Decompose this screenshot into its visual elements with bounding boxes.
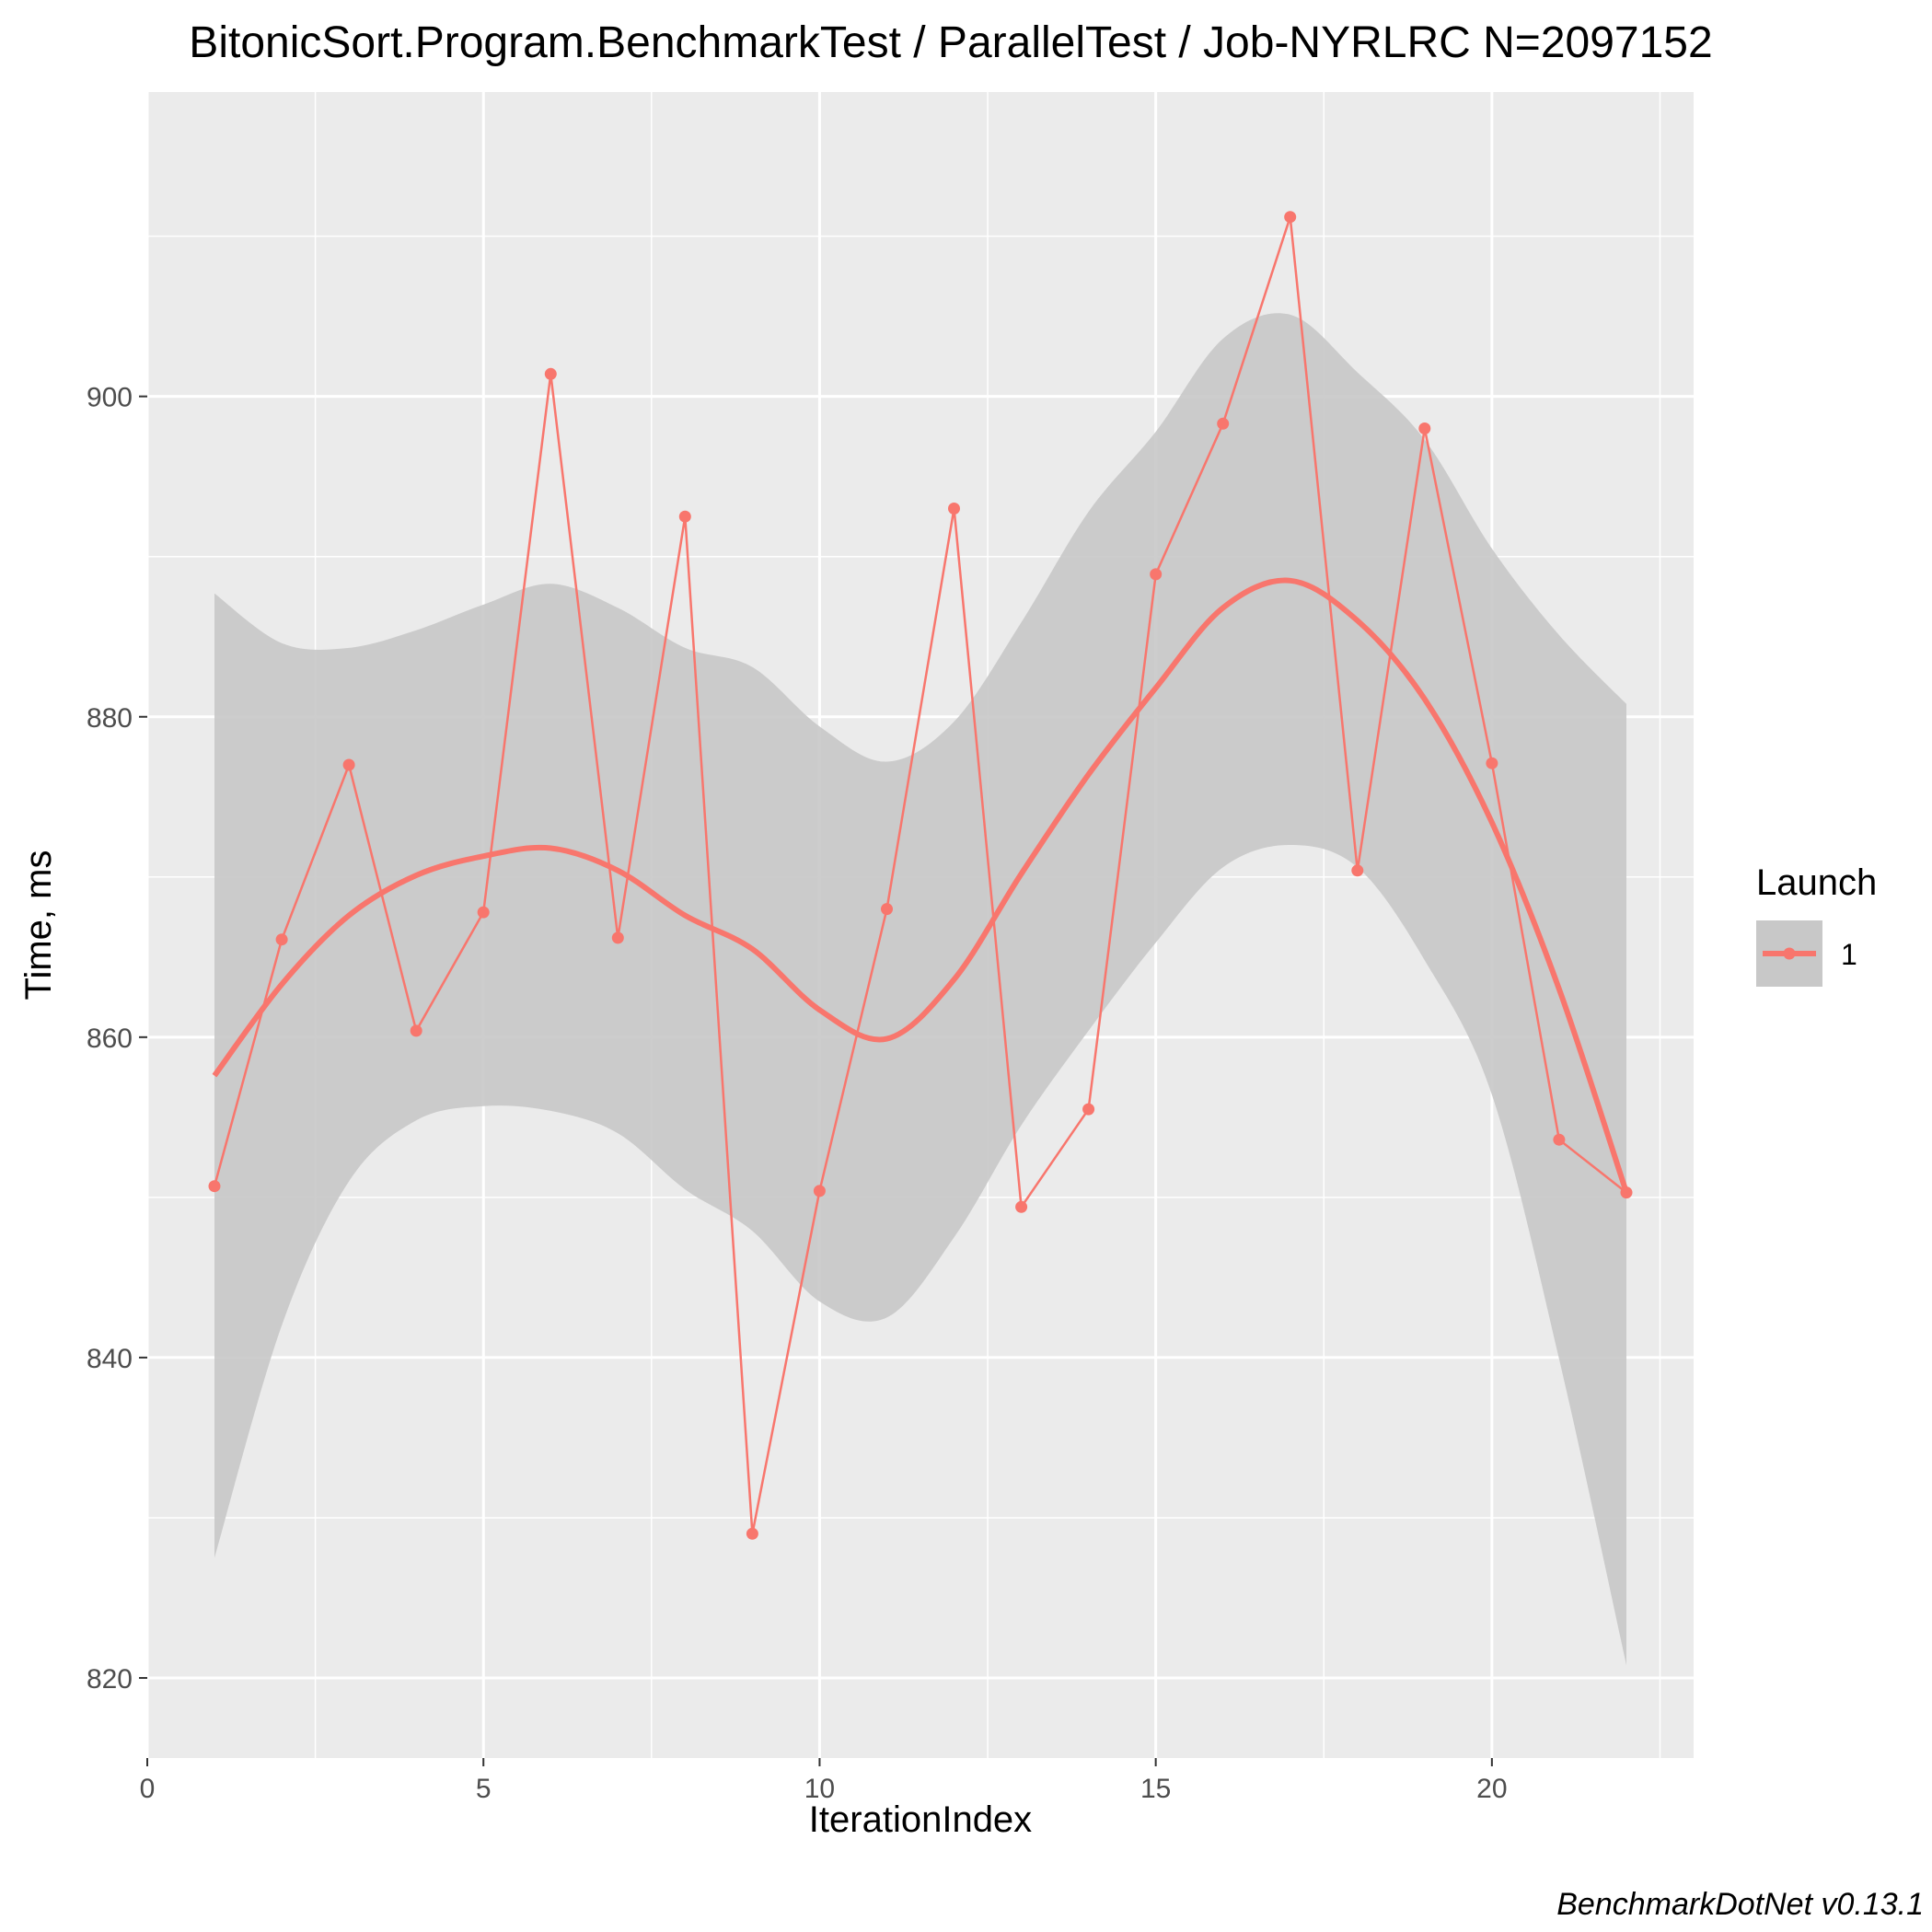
data-point <box>1486 757 1498 769</box>
data-point <box>544 367 557 380</box>
x-axis-title: IterationIndex <box>809 1799 1032 1840</box>
data-point <box>813 1185 826 1197</box>
data-point <box>678 510 691 523</box>
y-tick-label: 820 <box>87 1664 133 1695</box>
legend-title: Launch <box>1756 862 1877 903</box>
data-point <box>477 906 490 919</box>
legend-key-point <box>1783 947 1796 960</box>
x-tick-label: 0 <box>140 1774 156 1804</box>
caption: BenchmarkDotNet v0.13.1 <box>1556 1887 1924 1922</box>
data-point <box>275 933 288 946</box>
y-tick-label: 900 <box>87 383 133 413</box>
y-tick-label: 840 <box>87 1344 133 1374</box>
legend-label: 1 <box>1841 938 1857 971</box>
y-axis-title: Time, ms <box>18 850 59 1001</box>
x-tick-label: 5 <box>476 1774 492 1804</box>
data-point <box>1217 417 1230 430</box>
data-point <box>410 1024 422 1037</box>
data-point <box>208 1180 221 1193</box>
smooth-layer <box>212 577 1629 1194</box>
data-point <box>746 1527 758 1540</box>
x-tick-label: 10 <box>804 1774 835 1804</box>
data-point <box>1418 422 1431 434</box>
data-point <box>1150 568 1163 581</box>
data-point <box>1082 1103 1095 1116</box>
data-point <box>1015 1200 1028 1213</box>
data-point <box>342 758 355 771</box>
data-point <box>611 931 624 944</box>
series-line <box>213 216 1627 1534</box>
y-axis: 820 840 860 880 900 <box>87 383 147 1695</box>
x-tick-label: 15 <box>1140 1774 1171 1804</box>
x-axis: 0 5 10 15 20 <box>140 1758 1508 1804</box>
smooth-line <box>212 577 1629 1194</box>
data-point <box>1351 864 1364 877</box>
x-tick-label: 20 <box>1476 1774 1507 1804</box>
legend: Launch 1 <box>1756 862 1877 987</box>
confidence-ribbon <box>214 313 1626 1666</box>
y-tick-label: 860 <box>87 1024 133 1054</box>
y-tick-label: 880 <box>87 703 133 734</box>
chart-title: BitonicSort.Program.BenchmarkTest / Para… <box>189 18 1712 67</box>
data-point <box>1284 211 1297 224</box>
data-point <box>881 903 893 916</box>
data-point <box>1553 1133 1566 1146</box>
confidence-band <box>214 313 1626 1666</box>
data-point <box>948 503 960 515</box>
